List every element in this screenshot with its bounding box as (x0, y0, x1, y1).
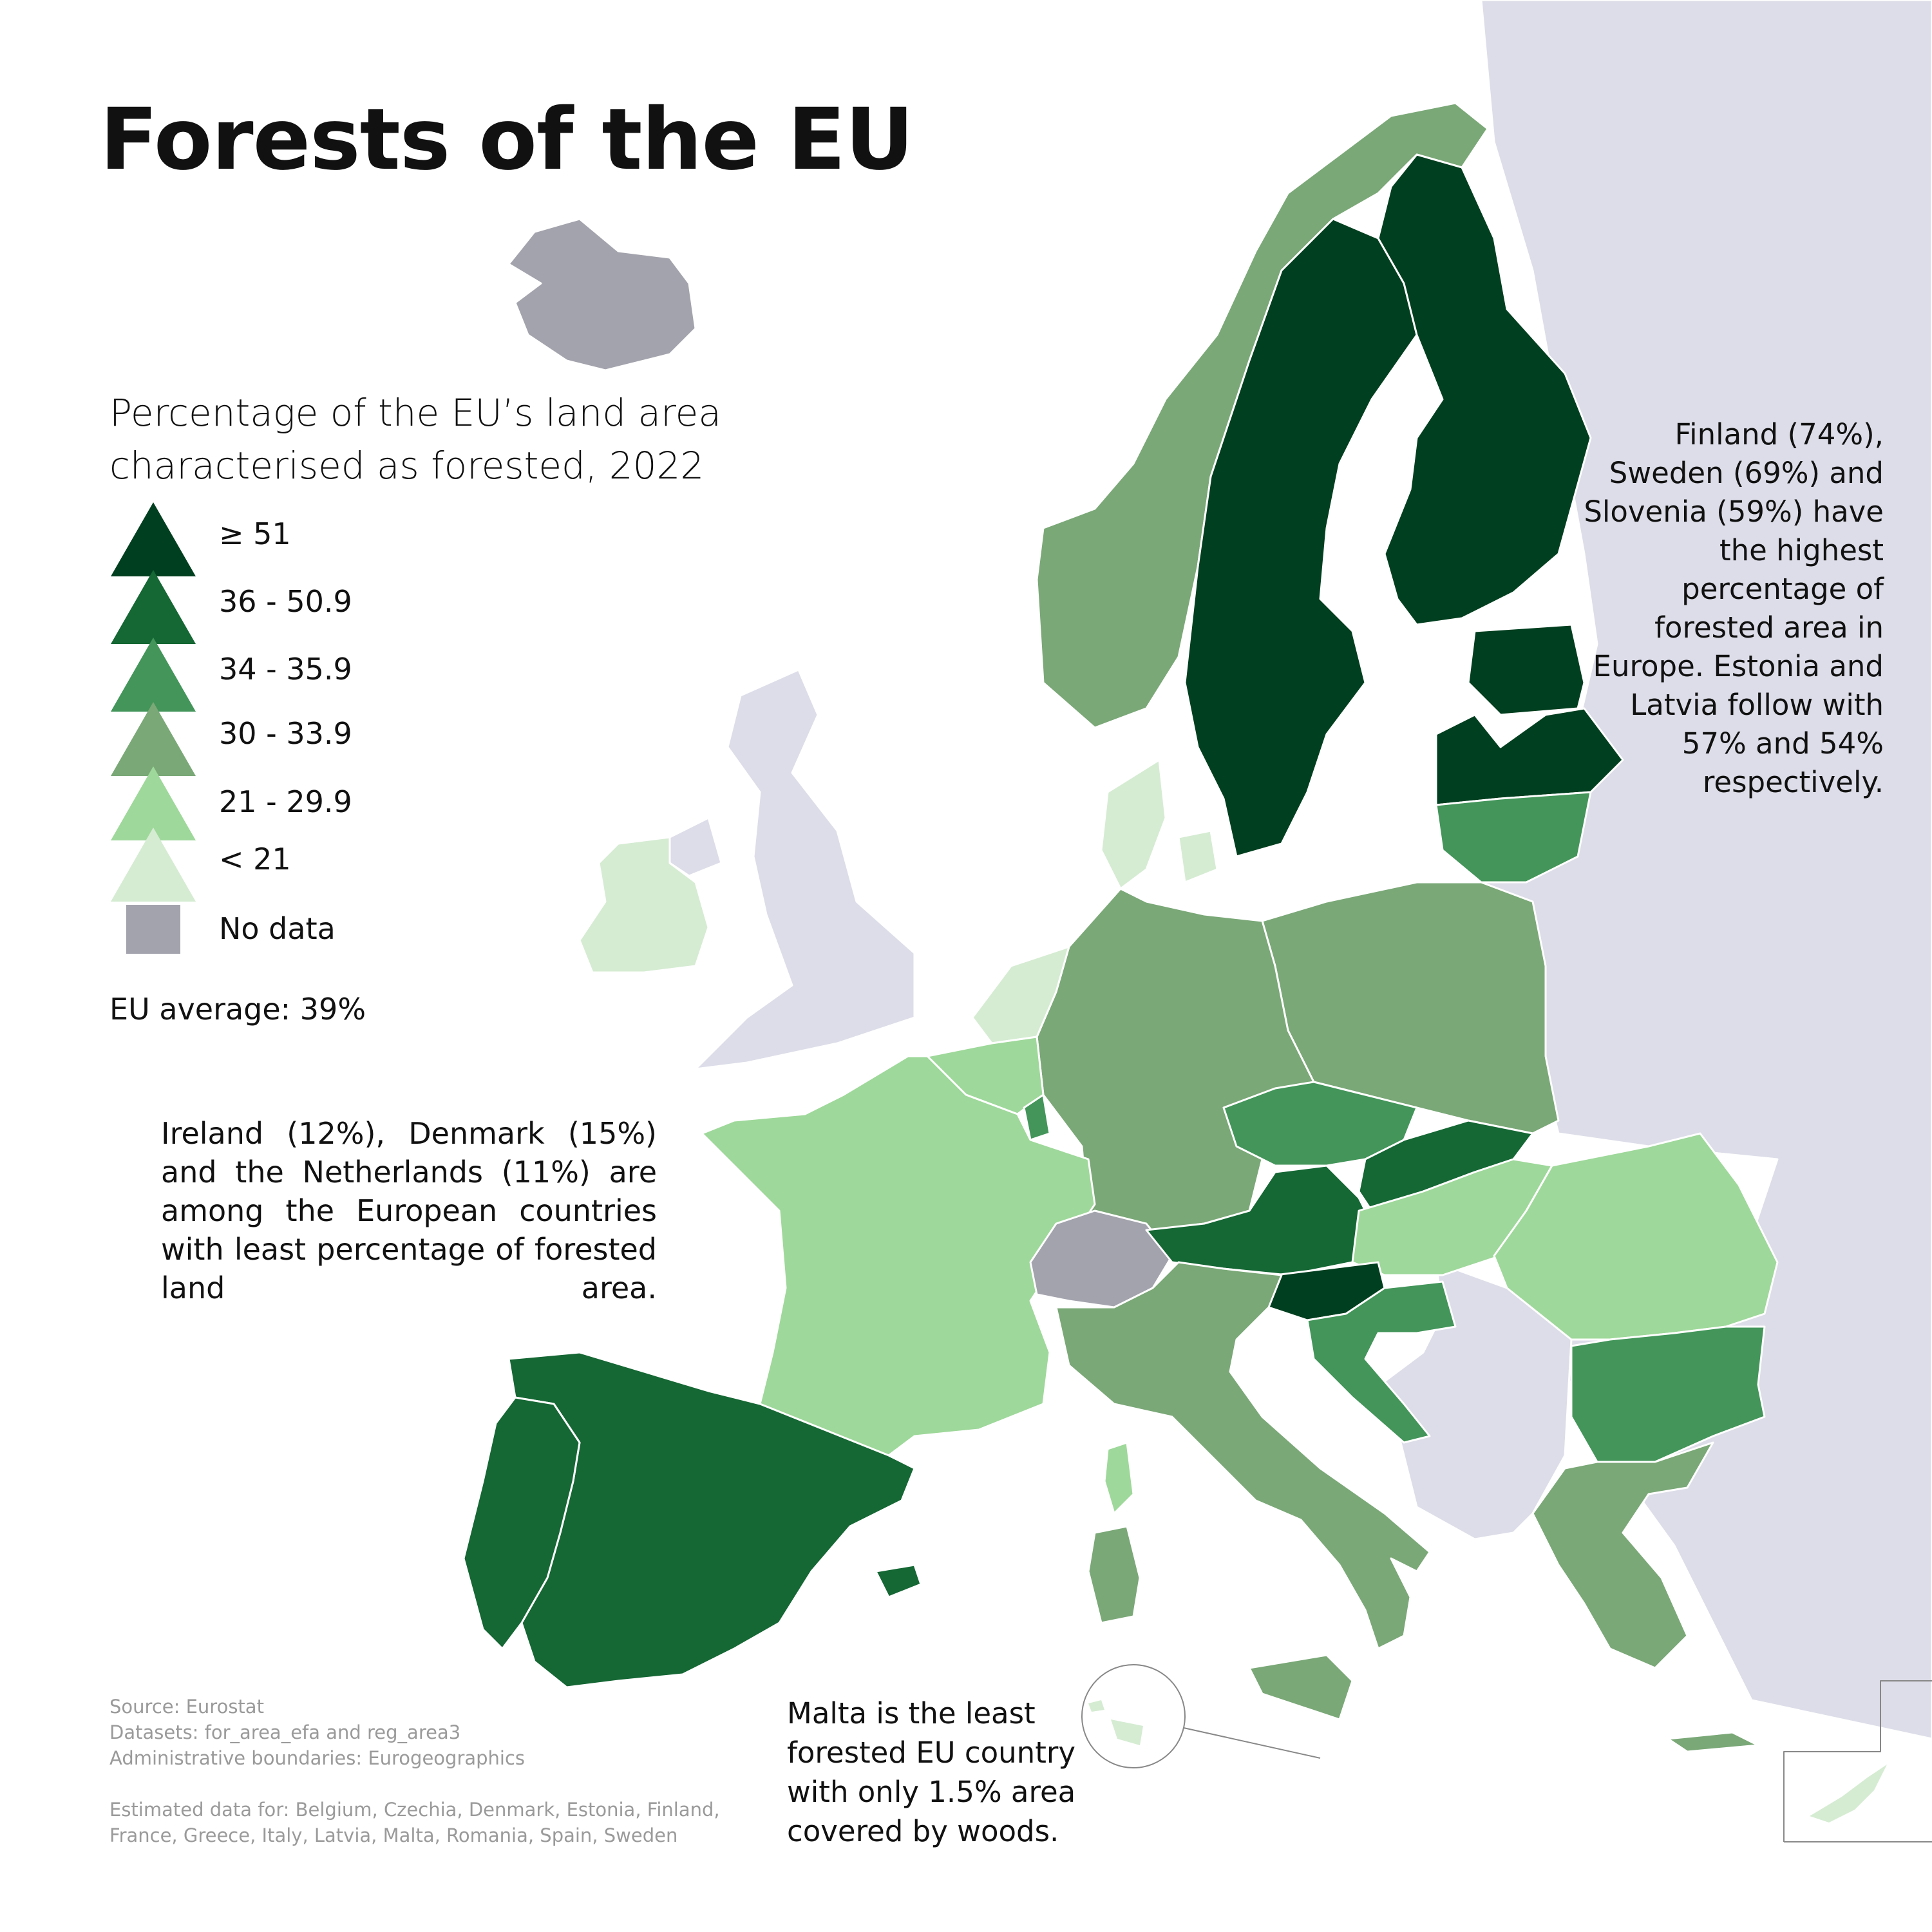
ireland (578, 836, 710, 974)
lithuania (1435, 791, 1592, 884)
triangle-icon (111, 570, 196, 644)
switzerland (1029, 1209, 1173, 1309)
legend-title: Percentage of the EU’s land area charact… (109, 391, 721, 488)
source-line: Source: Eurostat (109, 1696, 264, 1718)
malta (1088, 1700, 1143, 1745)
triangle-icon (111, 638, 196, 712)
sicily (1248, 1654, 1354, 1721)
estimated-line: Estimated data for: Belgium, Czechia, De… (109, 1799, 720, 1846)
iceland (507, 218, 697, 372)
italy (1055, 1261, 1431, 1650)
croatia (1306, 1280, 1457, 1444)
legend-item: 21 - 29.9 (111, 766, 497, 840)
greece (1531, 1441, 1714, 1669)
legend-item: 30 - 33.9 (111, 702, 497, 776)
sources: Source: Eurostat Datasets: for_area_efa … (109, 1694, 786, 1848)
legend-label: ≥ 51 (219, 516, 291, 551)
eu-average: EU average: 39% (109, 992, 366, 1027)
legend-label: 30 - 33.9 (219, 716, 352, 751)
bulgaria (1570, 1325, 1766, 1463)
annotation-most-forested: Finland (74%), Sweden (69%) and Slovenia… (1584, 417, 1884, 799)
legend-item-no-data: No data (111, 905, 497, 969)
map-title: Forests of the EU (100, 90, 914, 189)
triangle-icon (111, 828, 196, 902)
boundaries-line: Administrative boundaries: Eurogeographi… (109, 1747, 526, 1769)
non-eu-northern-ireland (668, 817, 723, 877)
triangle-icon (111, 766, 196, 840)
legend-label: 36 - 50.9 (219, 584, 352, 619)
legend-label: 21 - 29.9 (219, 784, 352, 819)
denmark (1100, 759, 1167, 890)
annotation-malta: Malta is the least forested EU country w… (787, 1696, 1076, 1848)
portugal (462, 1396, 581, 1650)
crete (1667, 1731, 1759, 1753)
no-data-swatch (126, 905, 180, 954)
luxembourg (1023, 1094, 1051, 1141)
cyprus-inset-box (1783, 1680, 1932, 1842)
legend-item: < 21 (111, 828, 497, 902)
france (701, 1055, 1096, 1457)
malta-inset (1081, 1664, 1186, 1768)
balearic-islands (875, 1564, 922, 1598)
corsica (1103, 1441, 1135, 1515)
malta-leader-line (1183, 1727, 1321, 1759)
triangle-icon (111, 502, 196, 576)
legend-item: 36 - 50.9 (111, 570, 497, 644)
legend-item: ≥ 51 (111, 502, 497, 576)
sweden (1184, 218, 1418, 858)
finland (1377, 153, 1592, 626)
legend-item: 34 - 35.9 (111, 638, 497, 712)
annotation-least-forested: Ireland (12%), Denmark (15%) and the Net… (161, 1116, 657, 1305)
sardinia (1087, 1525, 1141, 1624)
legend-label: No data (219, 911, 336, 946)
cyprus (1810, 1765, 1887, 1823)
legend-label: < 21 (219, 842, 291, 876)
non-eu-uk (694, 668, 916, 1070)
estonia (1467, 623, 1586, 716)
datasets-line: Datasets: for_area_efa and reg_area3 (109, 1721, 461, 1743)
denmark-islands (1177, 829, 1218, 884)
triangle-icon (111, 702, 196, 776)
legend-label: 34 - 35.9 (219, 652, 352, 687)
